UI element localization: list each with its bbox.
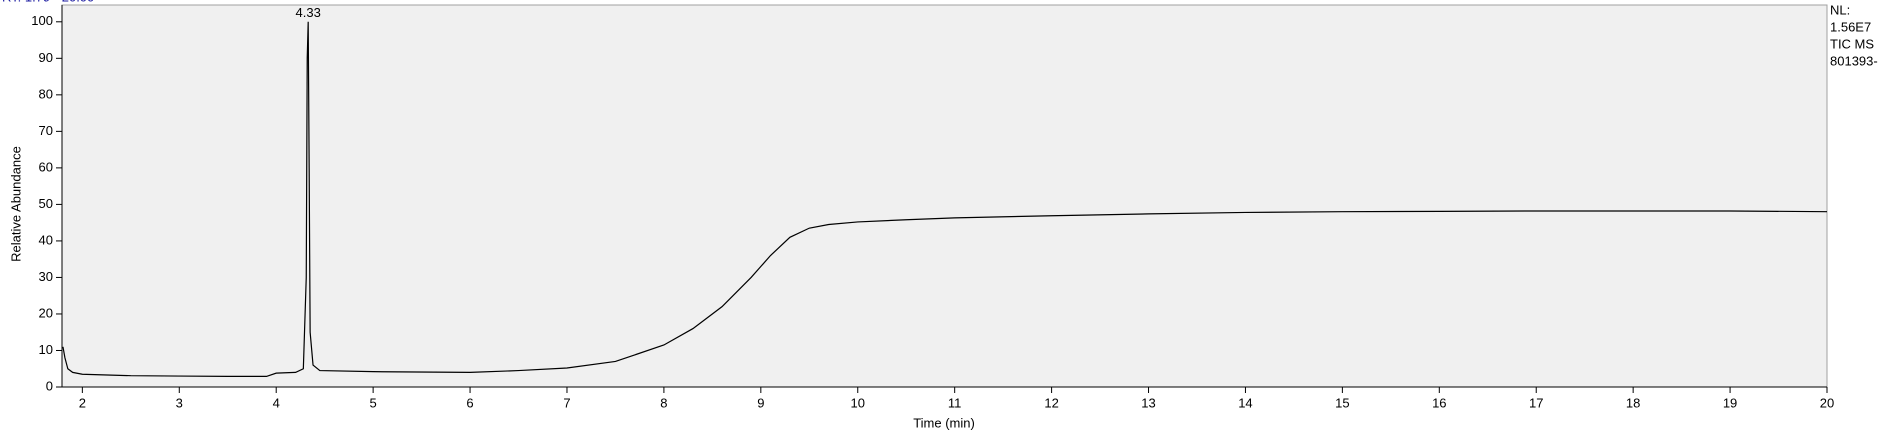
x-tick-label: 10 (851, 395, 865, 410)
x-tick-label: 14 (1238, 395, 1252, 410)
x-tick-label: 7 (563, 395, 570, 410)
x-axis-label: Time (min) (913, 415, 975, 430)
y-tick-label: 40 (39, 232, 53, 247)
x-tick-label: 4 (273, 395, 280, 410)
subtitle: RT: 1.79 - 20.00 (2, 0, 94, 4)
y-tick-label: 0 (46, 378, 53, 393)
x-tick-label: 8 (660, 395, 667, 410)
x-tick-label: 5 (370, 395, 377, 410)
plot-area (61, 4, 1828, 388)
y-tick-label: 80 (39, 86, 53, 101)
x-tick-label: 2 (79, 395, 86, 410)
peak-label: 4.33 (296, 5, 321, 20)
y-tick-label: 90 (39, 50, 53, 65)
y-tick-label: 70 (39, 123, 53, 138)
x-tick-label: 12 (1044, 395, 1058, 410)
y-tick-label: 20 (39, 305, 53, 320)
info-text: TIC MS (1830, 36, 1874, 51)
info-text: NL: (1830, 2, 1850, 17)
info-text: 1.56E7 (1830, 19, 1871, 34)
y-axis-label: Relative Abundance (8, 146, 23, 262)
trace-line (62, 21, 1828, 378)
x-tick-label: 9 (757, 395, 764, 410)
x-tick-label: 19 (1723, 395, 1737, 410)
x-tick-label: 15 (1335, 395, 1349, 410)
x-tick-label: 3 (176, 395, 183, 410)
x-tick-label: 20 (1820, 395, 1834, 410)
x-tick-label: 17 (1529, 395, 1543, 410)
info-text: 801393- (1830, 53, 1878, 68)
x-tick-label: 13 (1141, 395, 1155, 410)
y-tick-label: 60 (39, 159, 53, 174)
x-tick-label: 18 (1626, 395, 1640, 410)
x-tick-label: 11 (948, 395, 962, 410)
y-tick-label: 50 (39, 196, 53, 211)
x-tick-label: 6 (466, 395, 473, 410)
y-tick-label: 100 (31, 13, 53, 28)
x-tick-label: 16 (1432, 395, 1446, 410)
y-tick-label: 10 (39, 342, 53, 357)
y-tick-label: 30 (39, 269, 53, 284)
